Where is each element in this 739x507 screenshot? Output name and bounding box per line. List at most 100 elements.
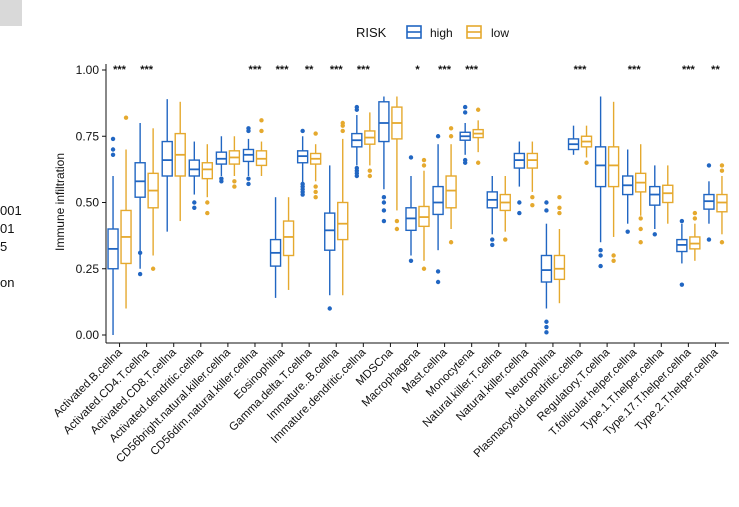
outlier-point <box>544 200 549 205</box>
outlier-point <box>598 263 603 269</box>
box-iqr <box>607 146 620 188</box>
box-high-10 <box>378 96 390 224</box>
outlier-point <box>246 126 251 131</box>
outlier-point <box>611 253 616 258</box>
outlier-point <box>205 200 210 205</box>
significance-label-7: ** <box>305 64 314 76</box>
outlier-point <box>232 184 237 189</box>
outlier-point <box>544 330 549 335</box>
box-iqr <box>432 185 444 216</box>
outlier-point <box>340 128 345 134</box>
box-iqr <box>445 175 457 209</box>
outlier-point <box>381 200 387 205</box>
outlier-point <box>300 128 305 134</box>
box-high-19 <box>621 149 634 234</box>
outlier-point <box>598 253 603 258</box>
left-fragment-2: 01 <box>0 221 15 236</box>
outlier-point <box>259 118 264 123</box>
significance-label-22: ** <box>711 64 720 76</box>
outlier-point <box>313 189 318 195</box>
outlier-point <box>692 210 698 216</box>
box-high-16 <box>540 200 553 335</box>
outlier-point <box>394 218 400 224</box>
outlier-point <box>475 160 481 165</box>
box-high-18 <box>594 96 607 269</box>
box-high-20 <box>649 165 661 237</box>
box-low-2 <box>174 101 186 222</box>
significance-label-11: * <box>415 64 420 76</box>
box-low-12 <box>445 126 457 245</box>
box-low-13 <box>472 107 484 165</box>
box-low-5 <box>255 118 268 176</box>
outlier-point <box>313 195 318 200</box>
significance-label-1: *** <box>140 64 154 76</box>
significance-label-6: *** <box>276 64 290 76</box>
outlier-point <box>123 115 129 120</box>
significance-label-5: *** <box>249 64 263 76</box>
outlier-point <box>490 242 495 248</box>
box-high-21 <box>676 218 688 287</box>
outlier-point <box>367 173 373 179</box>
outlier-point <box>381 218 387 224</box>
significance-label-8: *** <box>330 64 344 76</box>
significance-label-17: *** <box>574 64 588 76</box>
axes: 0.000.250.500.751.00Activated.B.cellnaAc… <box>52 63 729 465</box>
outlier-point <box>259 128 264 134</box>
box-high-4 <box>215 136 228 184</box>
outlier-point <box>490 237 495 242</box>
cropped-panel-corner <box>0 0 22 26</box>
outlier-point <box>435 134 441 139</box>
left-fragment-3: 5 <box>0 239 8 254</box>
box-low-21 <box>689 210 701 261</box>
outlier-point <box>544 319 549 324</box>
box-low-6 <box>282 197 295 290</box>
box-high-13 <box>459 104 471 165</box>
box-low-20 <box>662 165 674 224</box>
box-low-17 <box>580 125 593 165</box>
outlier-point <box>719 163 725 168</box>
significance-label-9: *** <box>357 64 371 76</box>
box-high-17 <box>567 125 580 155</box>
left-fragment-4: on <box>0 275 15 290</box>
outlier-point <box>530 195 535 200</box>
outlier-point <box>517 200 522 205</box>
box-low-15 <box>526 141 539 208</box>
box-high-12 <box>432 134 444 285</box>
box-high-15 <box>513 141 526 216</box>
box-low-8 <box>337 120 349 296</box>
outlier-point <box>517 210 522 216</box>
box-high-11 <box>405 155 417 263</box>
outlier-point <box>300 181 305 187</box>
outlier-point <box>598 248 603 253</box>
box-high-1 <box>134 123 146 277</box>
outlier-point <box>448 134 454 139</box>
significance-label-21: *** <box>682 64 696 76</box>
outlier-point <box>462 104 468 110</box>
outlier-point <box>530 202 535 208</box>
outlier-point <box>544 324 549 330</box>
outlier-point <box>110 147 116 152</box>
outlier-point <box>719 168 725 173</box>
box-low-19 <box>634 144 647 245</box>
outlier-point <box>394 226 400 232</box>
legend: RISK high low <box>356 25 509 40</box>
y-tick-label-3: 0.75 <box>76 129 100 143</box>
outlier-point <box>435 269 441 274</box>
outlier-point <box>435 279 441 285</box>
box-low-7 <box>309 131 322 200</box>
outlier-point <box>110 152 116 157</box>
box-high-14 <box>486 176 498 248</box>
y-axis-title: Immune infiltration <box>53 153 67 251</box>
plot-area: *** *** *** *** ** *** *** * *** *** *** *** *** ** <box>107 64 728 335</box>
outlier-point <box>584 160 589 165</box>
outlier-point <box>246 176 251 181</box>
outlier-point <box>137 271 143 277</box>
outlier-point <box>638 240 643 245</box>
outlier-point <box>110 136 116 142</box>
outlier-point <box>462 157 468 163</box>
outlier-point <box>638 216 643 221</box>
box-iqr <box>282 220 295 257</box>
outlier-point <box>679 218 685 224</box>
box-high-2 <box>161 99 173 232</box>
outlier-point <box>557 195 562 200</box>
